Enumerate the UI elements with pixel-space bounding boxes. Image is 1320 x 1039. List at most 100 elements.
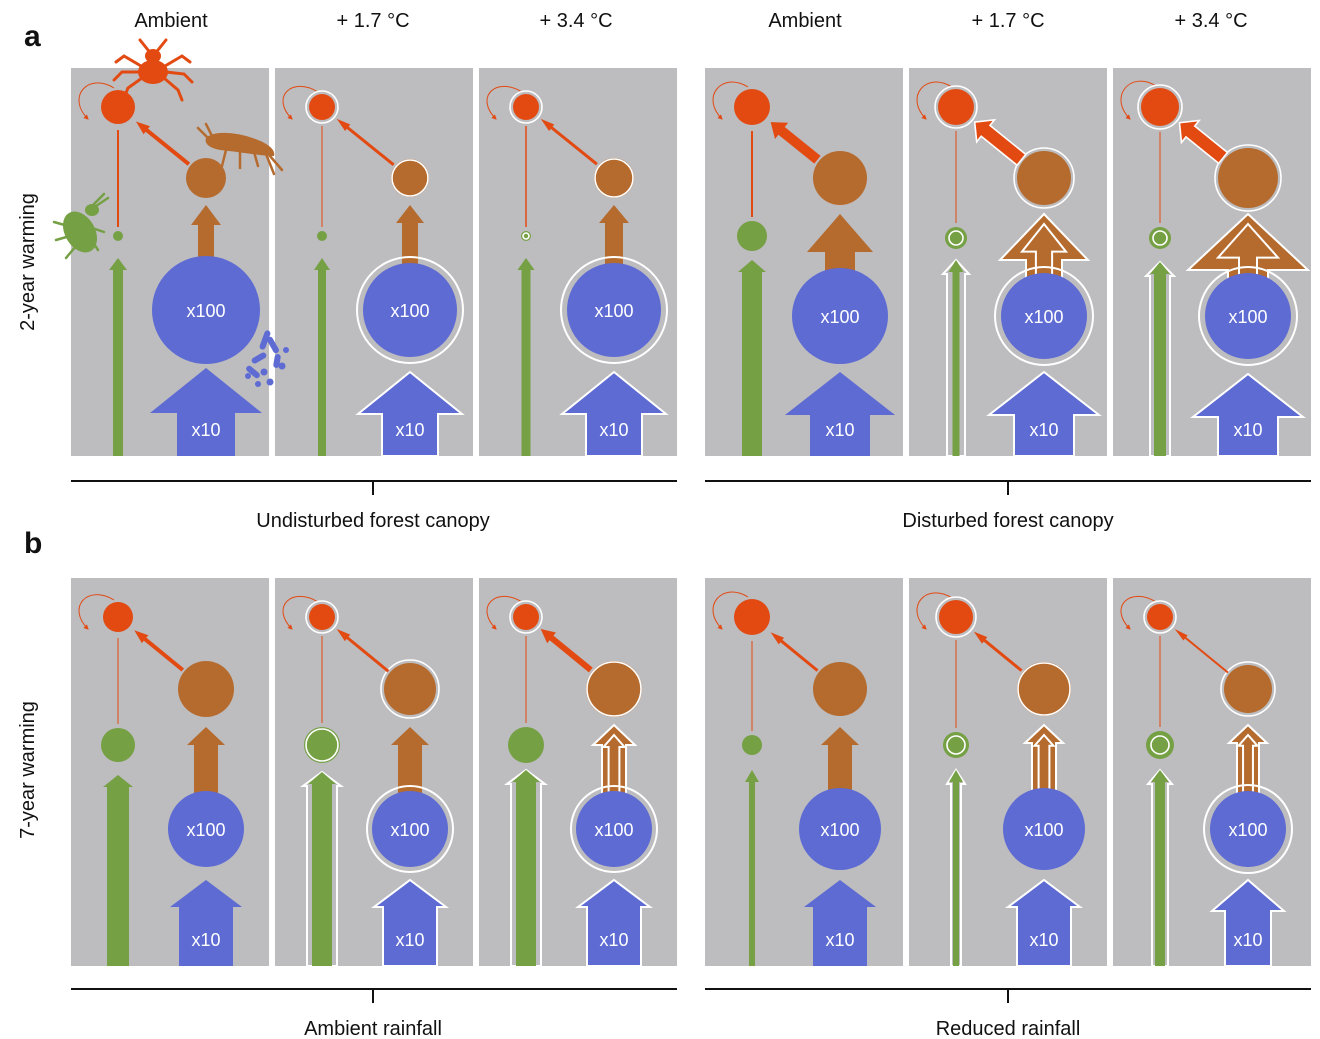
microbe-pool [1210,791,1286,867]
microbe-flux-label: x10 [825,930,854,950]
food-web-panel: x10 x100 [712,591,881,966]
predator-node [513,604,539,630]
predator-node [513,94,539,120]
column-headers: Ambient + 1.7 °C + 3.4 °C Ambient + 1.7 … [134,10,1247,32]
aphid-icon [52,192,110,260]
microbe-pool-label: x100 [1228,820,1267,840]
group-axes [71,480,1311,1003]
panel-a-4 [705,68,903,456]
panel-letter-a: a [24,20,41,53]
microbe-flux-label: x10 [599,930,628,950]
detritivore-node [186,158,226,198]
predator-node [734,89,770,125]
group-label: Ambient rainfall [304,1018,442,1039]
microbe-pool [363,263,457,357]
microbe-flux-label: x10 [1029,930,1058,950]
column-header: + 1.7 °C [336,10,409,32]
detritivore-node [813,662,867,716]
panel-b-1 [71,578,269,966]
predator-node [309,94,335,120]
microbe-flux-label: x10 [191,420,220,440]
microbe-flux-label: x10 [599,420,628,440]
food-web-panel: x10 x100 [916,81,1102,457]
predator-node [309,604,335,630]
microbe-pool-label: x100 [390,820,429,840]
food-web-panel: x10 x100 [1120,596,1293,967]
herbivore-node [737,221,767,251]
microbe-pool-label: x100 [186,820,225,840]
microbe-flux-label: x10 [1233,420,1262,440]
microbe-pool [1003,788,1085,870]
row-label-7-year: 7-year warming [17,701,39,839]
microbe-flux-label: x10 [191,930,220,950]
microbe-flux-label: x10 [395,420,424,440]
microbe-pool [576,791,652,867]
springtail-icon [196,122,284,176]
herbivore-node [508,727,544,763]
microbe-pool [1205,273,1291,359]
food-web-panel: x10 x100 [712,81,895,456]
microbe-pool-label: x100 [594,301,633,321]
panel-b-4 [705,578,903,966]
microbe-pool-label: x100 [820,820,859,840]
food-web-diagrams: x10 x100 x10 x100 x10 x100 x10 x100 x10 x100 x10 x1… [78,80,1311,967]
bacteria-icon [245,330,289,387]
microbe-pool [152,256,260,364]
microbe-pool [792,268,888,364]
food-web-panel: x10 x100 [78,594,244,966]
food-web-panel: x10 x100 [1120,80,1311,457]
microbe-pool [372,791,448,867]
detritivore-node [384,663,436,715]
food-web-panel: x10 x100 [916,592,1085,967]
column-header: Ambient [768,10,842,32]
microbe-flux-label: x10 [1233,930,1262,950]
group-label: Reduced rainfall [936,1018,1081,1039]
detritivore-node [586,661,642,717]
detritivore-node [1224,665,1272,713]
column-header: + 3.4 °C [539,10,612,32]
predator-node [1141,88,1179,126]
predatory-mite-icon [112,38,194,102]
microbe-pool-label: x100 [1228,307,1267,327]
microbe-pool [168,791,244,867]
detritivore-node [391,159,429,197]
food-web-panel: x10 x100 [282,596,454,967]
detritivore-node [1017,151,1071,205]
panel-letter-b: b [24,527,42,560]
predator-node [101,90,135,124]
microbe-pool [567,263,661,357]
food-web-panel: x10 x100 [78,82,262,456]
microbe-pool-label: x100 [1024,307,1063,327]
panel-a-5 [909,68,1107,456]
column-header: + 3.4 °C [1174,10,1247,32]
microbe-pool-label: x100 [390,301,429,321]
microbe-pool-label: x100 [820,307,859,327]
microbe-pool-label: x100 [186,301,225,321]
detritivore-node [1218,148,1278,208]
herbivore-node [742,735,762,755]
food-web-panel: x10 x100 [282,86,465,457]
herbivore-node [317,231,327,241]
group-labels: Undisturbed forest canopy Disturbed fore… [256,510,1113,1039]
group-label: Undisturbed forest canopy [256,510,489,532]
detritivore-node [178,661,234,717]
panel-a-3 [479,68,677,456]
group-label: Disturbed forest canopy [902,510,1113,532]
microbe-pool-label: x100 [594,820,633,840]
predator-node [103,602,133,632]
herbivore-node [304,727,340,763]
food-web-panel: x10 x100 [486,596,658,967]
column-header: + 1.7 °C [971,10,1044,32]
microbe-pool [799,788,881,870]
predator-node [938,89,974,125]
microbe-flux-label: x10 [825,420,854,440]
detritivore-node [1017,662,1071,716]
microbe-flux-label: x10 [395,930,424,950]
panel-b-6 [1113,578,1311,966]
panel-a-2 [275,68,473,456]
column-header: Ambient [134,10,208,32]
predator-node [734,599,770,635]
microbe-pool [1001,273,1087,359]
microbe-flux-label: x10 [1029,420,1058,440]
